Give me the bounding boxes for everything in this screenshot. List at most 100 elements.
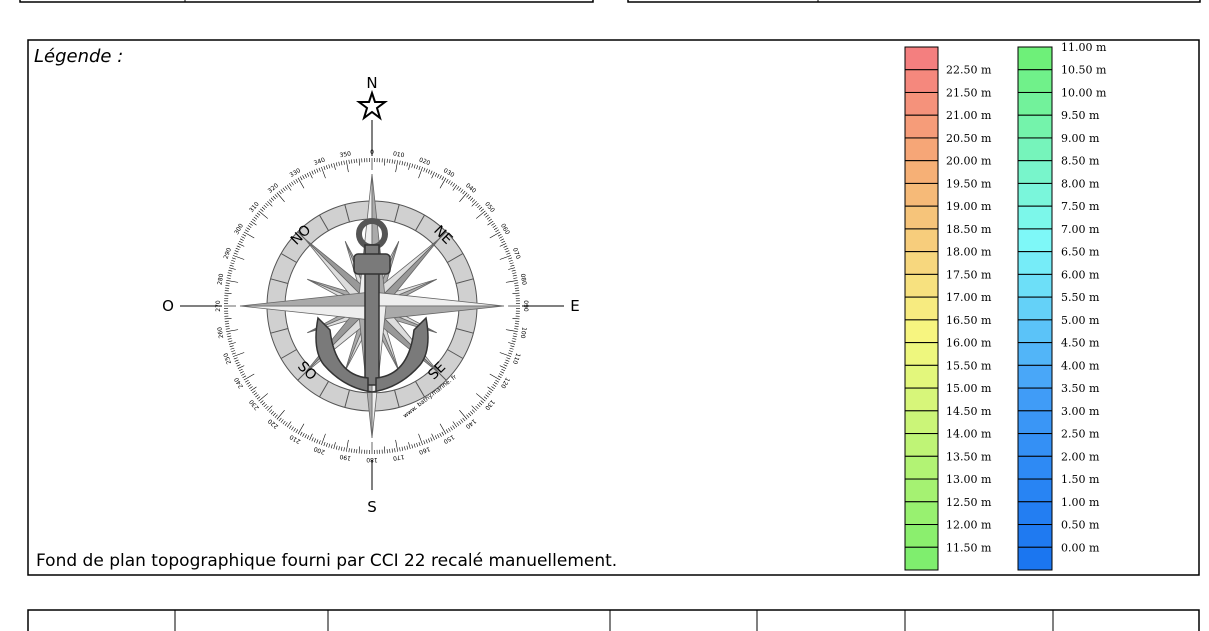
degree-tick (481, 209, 484, 212)
color-swatch (1018, 47, 1052, 70)
degree-tick (477, 404, 480, 407)
depth-label: 6.00 m (1061, 268, 1100, 281)
color-swatch (905, 502, 938, 525)
color-swatch (1018, 343, 1052, 366)
degree-tick (510, 346, 514, 347)
degree-tick (435, 173, 437, 177)
east-label: E (570, 297, 579, 315)
degree-tick (246, 228, 249, 230)
degree-tick (463, 418, 466, 421)
color-swatch (1018, 502, 1052, 525)
degree-label: 150 (442, 433, 456, 445)
degree-tick (307, 173, 309, 177)
degree-tick (236, 362, 240, 364)
color-swatch (1018, 229, 1052, 252)
degree-tick (431, 171, 433, 175)
degree-tick (232, 353, 236, 354)
degree-tick (392, 159, 393, 163)
degree-tick (501, 241, 505, 243)
color-swatch (905, 456, 938, 479)
degree-tick (248, 384, 251, 386)
color-swatch (1018, 297, 1052, 320)
color-swatch (905, 138, 938, 161)
degree-tick (424, 440, 425, 444)
degree-tick (402, 447, 403, 451)
degree-tick (500, 239, 504, 241)
degree-tick (329, 164, 330, 168)
degree-tick (432, 434, 435, 440)
color-swatch (905, 434, 938, 457)
degree-label: 040 (464, 182, 477, 195)
color-swatch (905, 252, 938, 275)
degree-tick (230, 346, 234, 347)
degree-tick (457, 186, 459, 189)
degree-tick (450, 182, 452, 185)
degree-tick (239, 241, 243, 243)
degree-tick (234, 253, 238, 254)
degree-tick (255, 395, 258, 397)
color-swatch (905, 183, 938, 206)
degree-tick (259, 211, 268, 219)
degree-tick (509, 260, 513, 261)
depth-label: 1.50 m (1061, 473, 1100, 486)
color-swatch (905, 47, 938, 70)
degree-label: 020 (418, 157, 431, 168)
depth-label: 5.50 m (1061, 291, 1100, 304)
degree-tick (249, 387, 252, 389)
depth-label: 11.00 m (1061, 41, 1107, 54)
depth-label: 3.50 m (1061, 382, 1100, 395)
degree-tick (399, 447, 400, 451)
degree-tick (506, 358, 510, 359)
color-swatch (1018, 365, 1052, 388)
color-swatch (905, 411, 938, 434)
degree-label: 310 (248, 201, 261, 214)
degree-tick (488, 391, 491, 393)
degree-tick (493, 225, 496, 227)
degree-tick (384, 159, 385, 166)
degree-label: 080 (519, 273, 528, 286)
degree-tick (510, 263, 514, 264)
degree-label: 030 (442, 167, 456, 179)
degree-tick (508, 342, 515, 344)
degree-label: 180 (366, 456, 378, 463)
degree-label: 120 (499, 376, 511, 390)
degree-tick (485, 215, 488, 217)
degree-label: 0 (370, 149, 374, 156)
degree-tick (493, 384, 496, 386)
degree-tick (312, 438, 314, 442)
degree-tick (314, 170, 316, 174)
degree-tick (260, 400, 263, 403)
degree-tick (476, 393, 485, 401)
degree-tick (237, 246, 241, 248)
degree-tick (512, 338, 516, 339)
degree-tick (498, 234, 501, 236)
degree-tick (500, 366, 506, 369)
degree-tick (238, 243, 244, 246)
degree-tick (331, 164, 332, 168)
degree-tick (264, 205, 267, 208)
color-swatch (905, 343, 938, 366)
degree-tick (317, 440, 318, 444)
degree-tick (260, 209, 263, 212)
color-swatch (1018, 434, 1052, 457)
depth-label: 1.00 m (1061, 496, 1100, 509)
depth-label: 16.00 m (946, 337, 992, 350)
depth-label: 21.00 m (946, 109, 992, 122)
degree-tick (426, 169, 427, 173)
degree-tick (230, 265, 234, 266)
degree-tick (428, 439, 430, 443)
degree-tick (506, 330, 518, 332)
degree-tick (238, 366, 244, 369)
degree-tick (419, 442, 420, 446)
degree-tick (298, 178, 304, 188)
degree-tick (225, 326, 229, 327)
degree-tick (303, 433, 305, 437)
degree-tick (490, 374, 500, 380)
degree-tick (488, 219, 491, 221)
degree-tick (254, 217, 257, 219)
color-swatch (905, 479, 938, 502)
degree-tick (226, 283, 230, 284)
degree-tick (359, 446, 360, 453)
depth-label: 12.50 m (946, 496, 992, 509)
degree-tick (277, 193, 285, 202)
